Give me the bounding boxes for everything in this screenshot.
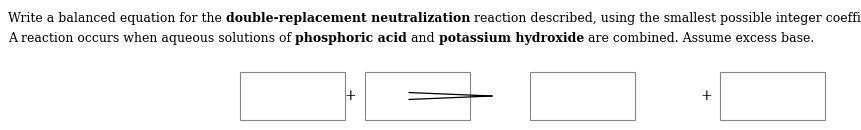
Text: +: +	[344, 89, 356, 103]
Text: phosphoric acid: phosphoric acid	[295, 32, 407, 45]
Text: Write a balanced equation for the: Write a balanced equation for the	[8, 12, 226, 25]
Text: and: and	[407, 32, 438, 45]
Bar	[720, 72, 825, 120]
Bar	[530, 72, 635, 120]
Text: +: +	[700, 89, 712, 103]
Bar	[365, 72, 470, 120]
Text: A reaction occurs when aqueous solutions of: A reaction occurs when aqueous solutions…	[8, 32, 295, 45]
Bar	[240, 72, 345, 120]
Text: reaction described, using the smallest possible integer coefficients.: reaction described, using the smallest p…	[470, 12, 861, 25]
Text: potassium hydroxide: potassium hydroxide	[438, 32, 584, 45]
Text: are combined. Assume excess base.: are combined. Assume excess base.	[584, 32, 815, 45]
Text: double-replacement neutralization: double-replacement neutralization	[226, 12, 470, 25]
